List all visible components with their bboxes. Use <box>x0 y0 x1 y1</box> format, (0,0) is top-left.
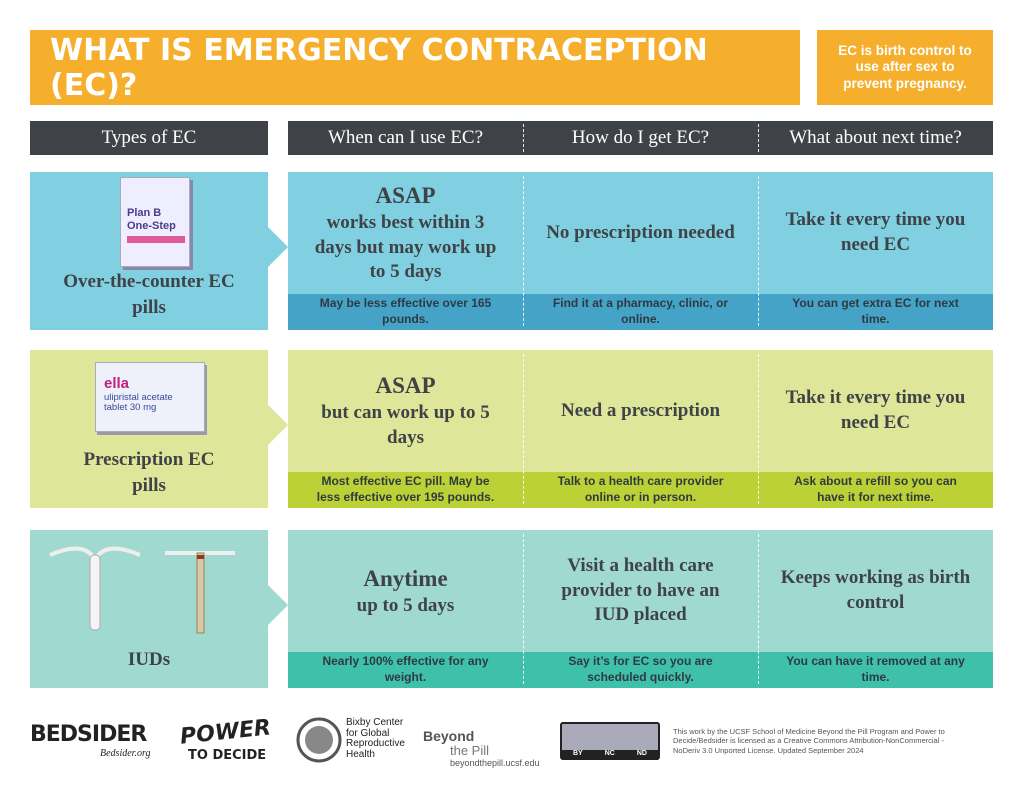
cell-text: Take it every time you need EC <box>785 387 966 433</box>
product-band <box>127 236 185 243</box>
header: When can I use EC? <box>288 121 523 155</box>
cc-label: NC <box>604 750 615 757</box>
cell-note: You can get extra EC for next time. <box>792 296 959 326</box>
cell-note: Most effective EC pill. May be less effe… <box>316 474 495 504</box>
row-box: ASAP but can work up to 5 days Most effect… <box>288 350 993 508</box>
cell: Keeps working as birth control <box>758 530 993 652</box>
note-strip <box>288 472 993 508</box>
logo-text: Bixby Center for Global Reproductive Hea… <box>346 717 405 760</box>
cell-text: Visit a health care provider to have an … <box>561 554 720 626</box>
divider <box>523 124 524 152</box>
product-text: ella <box>104 375 130 392</box>
header: Types of EC <box>30 121 268 155</box>
iud-illustration <box>49 546 235 634</box>
cell: ASAP works best within 3 days but may wor… <box>288 172 523 294</box>
pointer <box>268 405 288 445</box>
cell-note: Nearly 100% effective for any weight. <box>322 654 489 684</box>
row-box: ASAP works best within 3 days but may wor… <box>288 172 993 330</box>
cc-labels: BY NC ND <box>562 750 658 760</box>
bixby-logo <box>296 717 342 763</box>
tagline: EC is birth control to use after sex to … <box>817 30 993 105</box>
product-box: Plan B One-Step <box>120 177 190 267</box>
divider <box>523 176 524 326</box>
pointer <box>268 227 288 267</box>
logo-text: Beyond <box>423 728 475 744</box>
cell-note: Talk to a health care provider online or… <box>557 474 724 504</box>
note-strip <box>288 652 993 688</box>
cell-note: Find it at a pharmacy, clinic, or online… <box>552 296 729 326</box>
cell-text: Keeps working as birth control <box>780 567 971 613</box>
cell-text: No prescription needed <box>546 221 735 243</box>
divider <box>758 534 759 684</box>
type-box: ella ulipristal acetate tablet 30 mg Presc… <box>30 350 268 508</box>
note-strip <box>288 294 993 330</box>
cell: Need a prescription <box>523 350 758 472</box>
type-box: Plan B One-Step Over-the-counter EC pills <box>30 172 268 330</box>
cell-note: You can have it removed at any time. <box>786 654 965 684</box>
cell-lead: ASAP <box>375 183 436 209</box>
logo-url: Bedsider.org <box>100 748 151 759</box>
cell-text: but can work up to 5 days <box>321 402 490 448</box>
cell-lead: Anytime <box>363 565 448 591</box>
cell: Take it every time you need EC <box>758 172 993 294</box>
cell-lead: ASAP <box>375 373 436 399</box>
cc-label: ND <box>636 750 647 757</box>
type-box: IUDs <box>30 530 268 688</box>
logo-text: the Pill <box>450 743 490 758</box>
cc-badge: BY NC ND <box>560 722 660 760</box>
cell-note: Ask about a refill so you can have it fo… <box>794 474 957 504</box>
cell: No prescription needed <box>523 172 758 294</box>
divider <box>523 354 524 504</box>
license: This work by the UCSF School of Medicine… <box>673 727 945 755</box>
logo-url: beyondthepill.ucsf.edu <box>450 758 540 768</box>
cell: ASAP but can work up to 5 days <box>288 350 523 472</box>
divider <box>758 176 759 326</box>
cell: Take it every time you need EC <box>758 350 993 472</box>
cell-note: Say it’s for EC so you are scheduled qui… <box>568 654 713 684</box>
type-label: IUDs <box>127 649 171 671</box>
product-text: ulipristal acetate tablet 30 mg <box>104 392 173 414</box>
divider <box>758 354 759 504</box>
type-label: Over-the-counter EC pills <box>63 270 235 318</box>
logo-text: BEDSIDER <box>30 722 147 747</box>
product-text: Plan B <box>127 207 162 219</box>
product-text: One-Step <box>127 220 176 232</box>
type-label: Prescription EC pills <box>83 448 215 496</box>
divider <box>758 124 759 152</box>
cell-text: Take it every time you need EC <box>785 209 966 255</box>
title: WHAT IS EMERGENCY CONTRACEPTION (EC)? <box>30 30 800 105</box>
pointer <box>268 585 288 625</box>
cell-text: works best within 3 days but may work up… <box>314 211 497 283</box>
cc-label: BY <box>573 750 583 757</box>
product-box: ella ulipristal acetate tablet 30 mg <box>95 362 205 432</box>
row-box: Anytime up to 5 days Nearly 100% effective… <box>288 530 993 688</box>
cell-text: up to 5 days <box>356 594 455 616</box>
cell: Anytime up to 5 days <box>288 530 523 652</box>
divider <box>523 534 524 684</box>
header: How do I get EC? <box>523 121 758 155</box>
cell-text: Need a prescription <box>560 399 721 421</box>
header: What about next time? <box>758 121 993 155</box>
cell: Visit a health care provider to have an … <box>523 530 758 652</box>
logo-text: TO DECIDE <box>188 748 267 763</box>
logo-text: POWER <box>178 715 273 750</box>
cell-note: May be less effective over 165 pounds. <box>319 296 492 326</box>
